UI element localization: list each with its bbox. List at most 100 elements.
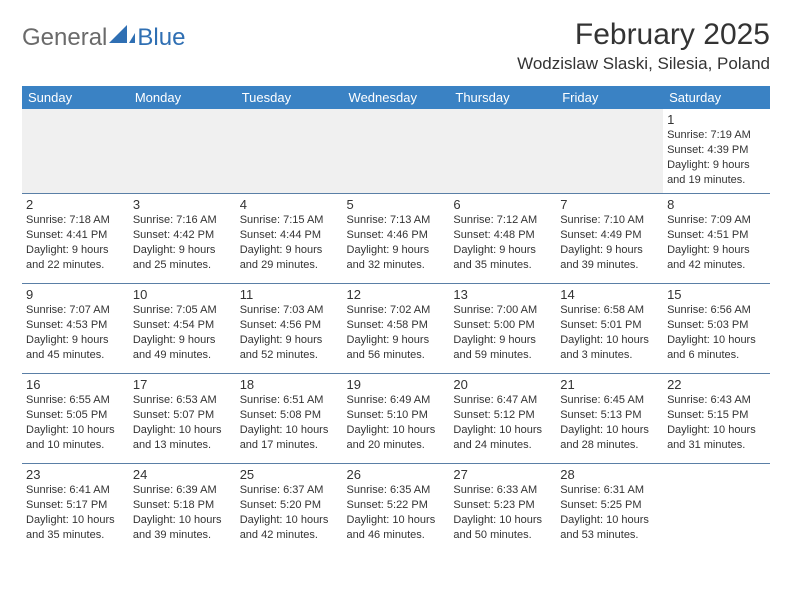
day-number: 22 — [667, 377, 766, 392]
sunrise-text: Sunrise: 7:02 AM — [347, 303, 446, 318]
daylight-text: Daylight: 9 hours and 42 minutes. — [667, 243, 766, 273]
calendar-day-cell — [449, 109, 556, 194]
calendar-day-cell — [663, 464, 770, 554]
daylight-text: Daylight: 9 hours and 39 minutes. — [560, 243, 659, 273]
day-info: Sunrise: 6:49 AMSunset: 5:10 PMDaylight:… — [347, 393, 446, 452]
calendar-day-cell: 26Sunrise: 6:35 AMSunset: 5:22 PMDayligh… — [343, 464, 450, 554]
title-block: February 2025 Wodzislaw Slaski, Silesia,… — [517, 18, 770, 74]
sunrise-text: Sunrise: 7:09 AM — [667, 213, 766, 228]
day-info: Sunrise: 6:31 AMSunset: 5:25 PMDaylight:… — [560, 483, 659, 542]
day-number: 1 — [667, 112, 766, 127]
calendar-week-row: 16Sunrise: 6:55 AMSunset: 5:05 PMDayligh… — [22, 374, 770, 464]
calendar-day-cell: 1Sunrise: 7:19 AMSunset: 4:39 PMDaylight… — [663, 109, 770, 194]
day-header: Wednesday — [343, 86, 450, 109]
daylight-text: Daylight: 10 hours and 39 minutes. — [133, 513, 232, 543]
sunrise-text: Sunrise: 7:15 AM — [240, 213, 339, 228]
day-number: 20 — [453, 377, 552, 392]
day-number: 24 — [133, 467, 232, 482]
day-info: Sunrise: 6:33 AMSunset: 5:23 PMDaylight:… — [453, 483, 552, 542]
daylight-text: Daylight: 10 hours and 10 minutes. — [26, 423, 125, 453]
calendar-day-cell: 6Sunrise: 7:12 AMSunset: 4:48 PMDaylight… — [449, 194, 556, 284]
calendar-week-row: 23Sunrise: 6:41 AMSunset: 5:17 PMDayligh… — [22, 464, 770, 554]
day-number: 19 — [347, 377, 446, 392]
daylight-text: Daylight: 9 hours and 19 minutes. — [667, 158, 766, 188]
daylight-text: Daylight: 10 hours and 35 minutes. — [26, 513, 125, 543]
sunrise-text: Sunrise: 7:03 AM — [240, 303, 339, 318]
sunrise-text: Sunrise: 6:45 AM — [560, 393, 659, 408]
sunrise-text: Sunrise: 7:16 AM — [133, 213, 232, 228]
day-header: Monday — [129, 86, 236, 109]
day-number: 28 — [560, 467, 659, 482]
calendar-day-cell: 18Sunrise: 6:51 AMSunset: 5:08 PMDayligh… — [236, 374, 343, 464]
calendar-day-cell: 10Sunrise: 7:05 AMSunset: 4:54 PMDayligh… — [129, 284, 236, 374]
sunset-text: Sunset: 5:23 PM — [453, 498, 552, 513]
calendar-day-cell — [22, 109, 129, 194]
sunrise-text: Sunrise: 7:18 AM — [26, 213, 125, 228]
day-number: 21 — [560, 377, 659, 392]
calendar-day-cell: 12Sunrise: 7:02 AMSunset: 4:58 PMDayligh… — [343, 284, 450, 374]
day-number: 15 — [667, 287, 766, 302]
daylight-text: Daylight: 9 hours and 32 minutes. — [347, 243, 446, 273]
calendar-day-cell — [556, 109, 663, 194]
header: General Blue February 2025 Wodzislaw Sla… — [22, 18, 770, 74]
daylight-text: Daylight: 9 hours and 35 minutes. — [453, 243, 552, 273]
daylight-text: Daylight: 10 hours and 50 minutes. — [453, 513, 552, 543]
calendar-day-cell: 15Sunrise: 6:56 AMSunset: 5:03 PMDayligh… — [663, 284, 770, 374]
daylight-text: Daylight: 10 hours and 3 minutes. — [560, 333, 659, 363]
sunrise-text: Sunrise: 6:56 AM — [667, 303, 766, 318]
sunrise-text: Sunrise: 6:33 AM — [453, 483, 552, 498]
day-info: Sunrise: 6:53 AMSunset: 5:07 PMDaylight:… — [133, 393, 232, 452]
daylight-text: Daylight: 9 hours and 52 minutes. — [240, 333, 339, 363]
day-info: Sunrise: 6:58 AMSunset: 5:01 PMDaylight:… — [560, 303, 659, 362]
sunrise-text: Sunrise: 7:00 AM — [453, 303, 552, 318]
sunrise-text: Sunrise: 6:37 AM — [240, 483, 339, 498]
daylight-text: Daylight: 9 hours and 29 minutes. — [240, 243, 339, 273]
daylight-text: Daylight: 10 hours and 42 minutes. — [240, 513, 339, 543]
day-info: Sunrise: 6:41 AMSunset: 5:17 PMDaylight:… — [26, 483, 125, 542]
sunset-text: Sunset: 4:56 PM — [240, 318, 339, 333]
day-number: 13 — [453, 287, 552, 302]
day-info: Sunrise: 7:02 AMSunset: 4:58 PMDaylight:… — [347, 303, 446, 362]
calendar-day-cell: 5Sunrise: 7:13 AMSunset: 4:46 PMDaylight… — [343, 194, 450, 284]
sunset-text: Sunset: 4:39 PM — [667, 143, 766, 158]
logo-text-blue: Blue — [137, 24, 185, 52]
sunrise-text: Sunrise: 6:58 AM — [560, 303, 659, 318]
sunset-text: Sunset: 5:13 PM — [560, 408, 659, 423]
sunset-text: Sunset: 4:41 PM — [26, 228, 125, 243]
day-info: Sunrise: 6:43 AMSunset: 5:15 PMDaylight:… — [667, 393, 766, 452]
sunrise-text: Sunrise: 6:41 AM — [26, 483, 125, 498]
sunset-text: Sunset: 4:58 PM — [347, 318, 446, 333]
calendar-week-row: 9Sunrise: 7:07 AMSunset: 4:53 PMDaylight… — [22, 284, 770, 374]
daylight-text: Daylight: 9 hours and 49 minutes. — [133, 333, 232, 363]
sunset-text: Sunset: 4:51 PM — [667, 228, 766, 243]
day-number: 5 — [347, 197, 446, 212]
day-number: 9 — [26, 287, 125, 302]
calendar-day-cell — [236, 109, 343, 194]
day-info: Sunrise: 7:12 AMSunset: 4:48 PMDaylight:… — [453, 213, 552, 272]
sunrise-text: Sunrise: 7:12 AM — [453, 213, 552, 228]
day-number: 17 — [133, 377, 232, 392]
day-info: Sunrise: 7:13 AMSunset: 4:46 PMDaylight:… — [347, 213, 446, 272]
sunset-text: Sunset: 4:53 PM — [26, 318, 125, 333]
day-info: Sunrise: 6:45 AMSunset: 5:13 PMDaylight:… — [560, 393, 659, 452]
day-number: 12 — [347, 287, 446, 302]
sunset-text: Sunset: 5:15 PM — [667, 408, 766, 423]
logo-sail-icon — [109, 24, 135, 52]
calendar-day-cell: 14Sunrise: 6:58 AMSunset: 5:01 PMDayligh… — [556, 284, 663, 374]
day-info: Sunrise: 7:18 AMSunset: 4:41 PMDaylight:… — [26, 213, 125, 272]
daylight-text: Daylight: 10 hours and 13 minutes. — [133, 423, 232, 453]
day-number: 11 — [240, 287, 339, 302]
sunset-text: Sunset: 5:12 PM — [453, 408, 552, 423]
sunrise-text: Sunrise: 7:05 AM — [133, 303, 232, 318]
daylight-text: Daylight: 9 hours and 45 minutes. — [26, 333, 125, 363]
daylight-text: Daylight: 9 hours and 25 minutes. — [133, 243, 232, 273]
sunset-text: Sunset: 5:08 PM — [240, 408, 339, 423]
sunrise-text: Sunrise: 7:13 AM — [347, 213, 446, 228]
calendar-day-cell: 16Sunrise: 6:55 AMSunset: 5:05 PMDayligh… — [22, 374, 129, 464]
day-info: Sunrise: 7:15 AMSunset: 4:44 PMDaylight:… — [240, 213, 339, 272]
day-number: 25 — [240, 467, 339, 482]
sunset-text: Sunset: 5:22 PM — [347, 498, 446, 513]
day-number: 27 — [453, 467, 552, 482]
day-info: Sunrise: 6:55 AMSunset: 5:05 PMDaylight:… — [26, 393, 125, 452]
sunset-text: Sunset: 4:48 PM — [453, 228, 552, 243]
